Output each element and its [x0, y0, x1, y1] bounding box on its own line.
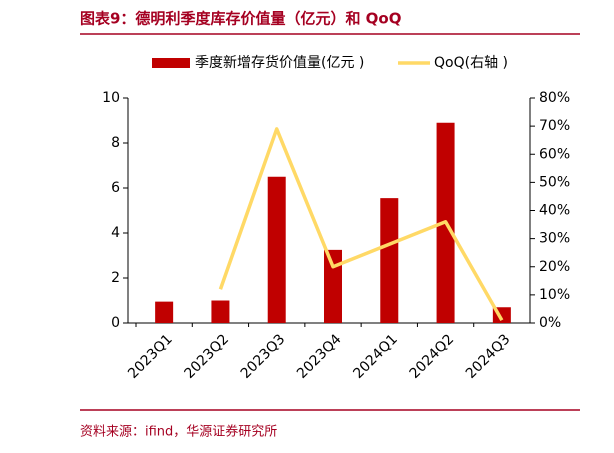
y-tick-label: 8 — [111, 135, 120, 151]
y2-tick-label: 70% — [539, 118, 570, 134]
y2-tick-label: 10% — [539, 287, 570, 303]
x-tick-label: 2023Q4 — [294, 331, 345, 382]
x-tick-label: 2024Q2 — [407, 331, 458, 382]
y2-tick-label: 80% — [539, 90, 570, 106]
line — [218, 127, 504, 322]
y-tick-label: 2 — [111, 270, 120, 286]
source: 资料来源：ifind，华源证券研究所 — [80, 424, 277, 440]
y2-tick-label: 0% — [539, 315, 561, 331]
y-tick-label: 4 — [111, 225, 120, 241]
legend-label: 季度新增存货价值量(亿元 ) — [195, 54, 364, 71]
x-tick-label: 2023Q1 — [125, 331, 176, 382]
y2-tick-label: 20% — [539, 259, 570, 275]
y2-tick-label: 60% — [539, 146, 570, 162]
y-tick-label: 6 — [111, 180, 120, 196]
x-tick-label: 2023Q2 — [181, 331, 232, 382]
chart-title: 图表9：德明利季度库存价值量（亿元）和 QoQ — [80, 10, 401, 28]
y-tick-label: 0 — [111, 315, 120, 331]
bar — [155, 301, 174, 323]
legend-swatch — [152, 58, 190, 68]
x-tick-label: 2024Q3 — [463, 331, 514, 382]
bar — [380, 198, 399, 323]
y2-tick-label: 30% — [539, 231, 570, 247]
legend-label: QoQ(右轴 ) — [434, 55, 508, 71]
x-tick-label: 2023Q3 — [238, 331, 289, 382]
bar — [211, 300, 230, 323]
y2-tick-label: 40% — [539, 203, 570, 219]
y-tick-label: 10 — [102, 90, 120, 106]
y2-tick-label: 50% — [539, 174, 570, 190]
bar — [267, 176, 286, 323]
x-tick-label: 2024Q1 — [350, 331, 401, 382]
bar — [324, 249, 342, 323]
